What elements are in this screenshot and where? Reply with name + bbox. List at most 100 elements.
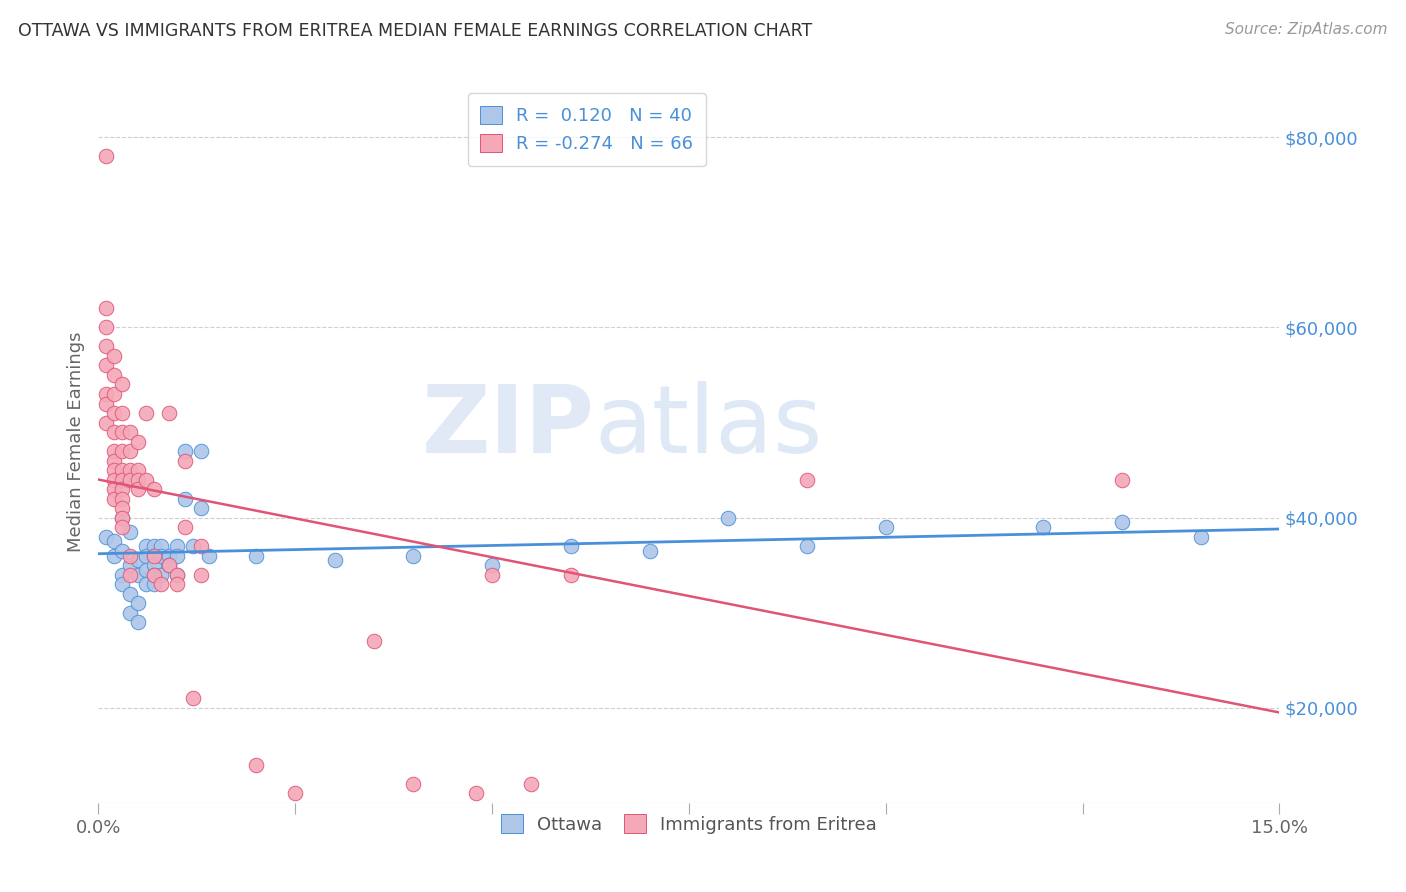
Point [96,416,118,430]
Point [118,587,141,601]
Point [111,463,134,477]
Point [402,549,425,563]
Point [103,368,125,382]
Point [402,777,425,791]
Point [142,549,165,563]
Point [142,567,165,582]
Point [181,691,204,706]
Text: atlas: atlas [595,381,823,473]
Point [465,786,488,800]
Point [1032,520,1054,534]
Point [166,539,188,553]
Y-axis label: Median Female Earnings: Median Female Earnings [66,331,84,552]
Point [481,558,503,573]
Point [103,491,125,506]
Text: OTTAWA VS IMMIGRANTS FROM ERITREA MEDIAN FEMALE EARNINGS CORRELATION CHART: OTTAWA VS IMMIGRANTS FROM ERITREA MEDIAN… [18,22,813,40]
Point [638,544,661,558]
Point [135,406,157,420]
Point [103,425,125,439]
Point [181,539,204,553]
Point [111,520,134,534]
Point [142,482,165,496]
Point [245,814,267,829]
Point [323,553,346,567]
Point [111,510,134,524]
Point [190,567,212,582]
Point [118,473,141,487]
Point [150,539,173,553]
Point [481,805,503,820]
Point [796,473,818,487]
Text: ZIP: ZIP [422,381,595,473]
Point [150,577,173,591]
Point [103,549,125,563]
Point [103,349,125,363]
Point [127,567,149,582]
Point [284,786,307,800]
Point [796,539,818,553]
Point [127,463,149,477]
Point [103,453,125,467]
Point [103,444,125,458]
Point [174,520,197,534]
Point [103,534,125,549]
Point [111,406,134,420]
Point [157,558,180,573]
Point [118,524,141,539]
Point [118,606,141,620]
Point [96,320,118,334]
Point [118,558,141,573]
Point [142,549,165,563]
Point [190,444,212,458]
Point [103,406,125,420]
Point [520,777,543,791]
Point [127,434,149,449]
Point [166,567,188,582]
Point [875,520,897,534]
Point [111,425,134,439]
Point [166,549,188,563]
Point [363,634,385,648]
Point [135,539,157,553]
Point [717,510,740,524]
Point [111,577,134,591]
Point [96,339,118,353]
Point [118,425,141,439]
Point [150,567,173,582]
Point [127,473,149,487]
Point [111,544,134,558]
Text: Source: ZipAtlas.com: Source: ZipAtlas.com [1225,22,1388,37]
Point [111,491,134,506]
Point [103,463,125,477]
Point [190,539,212,553]
Point [135,563,157,577]
Point [118,463,141,477]
Point [135,549,157,563]
Point [157,406,180,420]
Point [150,549,173,563]
Point [174,491,197,506]
Point [174,453,197,467]
Point [96,530,118,544]
Point [96,387,118,401]
Point [103,387,125,401]
Point [157,558,180,573]
Point [174,444,197,458]
Point [135,473,157,487]
Point [118,444,141,458]
Point [96,359,118,373]
Point [190,501,212,516]
Point [142,539,165,553]
Point [111,510,134,524]
Point [166,567,188,582]
Point [135,577,157,591]
Point [166,577,188,591]
Point [96,301,118,316]
Point [96,396,118,410]
Point [111,377,134,392]
Point [127,596,149,610]
Point [560,567,582,582]
Point [127,615,149,630]
Point [111,482,134,496]
Point [118,549,141,563]
